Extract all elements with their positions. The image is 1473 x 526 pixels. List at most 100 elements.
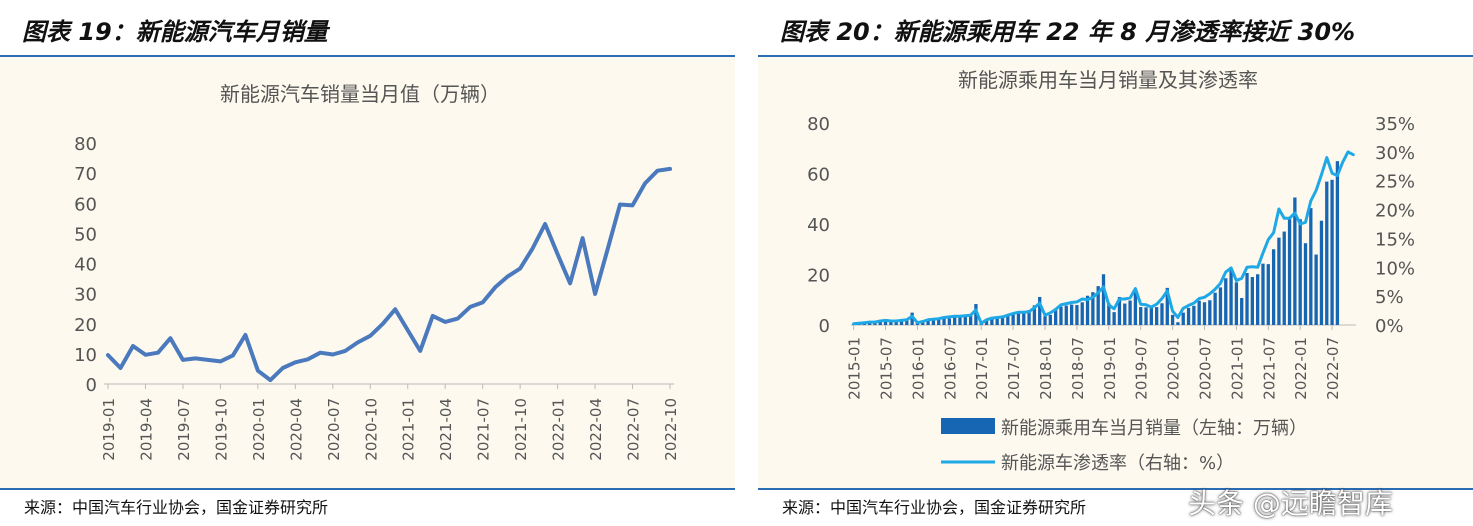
x-tick-label: 2020-04: [287, 398, 305, 461]
x-tick-label: 2020-01: [250, 398, 268, 461]
chart-title: 新能源汽车销量当月值（万辆）: [220, 82, 500, 106]
bottom-rule: [758, 488, 1473, 490]
y2-tick-label: 15%: [1375, 229, 1415, 250]
sales-bar: [1011, 313, 1015, 325]
x-tick-label: 2022-07: [1324, 337, 1342, 400]
legend-label: 新能源车渗透率（右轴：%）: [1001, 453, 1234, 474]
y2-tick-label: 10%: [1375, 258, 1415, 279]
sales-bar: [1048, 314, 1052, 325]
sales-bar: [1054, 309, 1058, 325]
sales-bar: [926, 319, 930, 325]
x-tick-label: 2018-07: [1069, 337, 1087, 400]
sales-bar: [984, 320, 989, 325]
x-tick-label: 2022-07: [625, 398, 643, 461]
y2-tick-label: 5%: [1375, 287, 1404, 308]
sales-bar: [1000, 316, 1005, 325]
sales-bar: [1240, 297, 1244, 325]
x-tick-label: 2019-07: [1133, 337, 1151, 400]
x-tick-label: 2015-07: [878, 337, 896, 400]
y-tick-label: 10: [74, 345, 97, 366]
sales-bar: [1027, 310, 1031, 325]
x-tick-label: 2017-07: [1005, 337, 1023, 400]
sales-bar: [1117, 296, 1122, 325]
sales-bar: [968, 314, 973, 325]
top-rule: [0, 55, 735, 57]
sales-bar: [963, 315, 967, 325]
x-tick-label: 2016-01: [909, 337, 927, 400]
sales-bar: [1107, 303, 1111, 325]
y-tick-label: 60: [807, 165, 830, 186]
top-rule: [758, 55, 1473, 57]
y2-tick-label: 30%: [1375, 143, 1415, 164]
sales-bar: [1271, 249, 1276, 325]
x-tick-label: 2017-01: [973, 337, 991, 400]
line-chart: 新能源汽车销量当月值（万辆） 0 10 20 30 40 50 60 70 80 2019-01 20…: [74, 82, 680, 461]
x-tick-label: 2021-01: [400, 398, 418, 461]
sales-bar: [1287, 218, 1292, 325]
sales-bar: [947, 318, 951, 325]
sales-bar: [995, 317, 999, 325]
sales-bar: [1043, 316, 1047, 325]
sales-bar: [1325, 181, 1329, 325]
x-tick-label: 2022-01: [550, 398, 568, 461]
figure-title: 图表 19：新能源汽车月销量: [22, 18, 328, 46]
y-tick-label: 20: [74, 315, 97, 336]
sales-bar: [1112, 312, 1116, 325]
sales-bar: [1149, 306, 1153, 325]
x-tick-label: 2020-01: [1165, 337, 1183, 400]
y-tick-label: 50: [74, 224, 97, 245]
sales-bar: [958, 316, 962, 325]
sales-bar: [1133, 291, 1138, 325]
x-tick-label: 2020-07: [1197, 337, 1215, 400]
sales-bar: [1155, 307, 1159, 325]
y-tick-label: 0: [819, 316, 830, 337]
sales-bar: [1319, 220, 1324, 325]
y-tick-label: 80: [74, 134, 97, 155]
sales-bar: [1224, 278, 1228, 325]
sales-bar: [1335, 161, 1340, 325]
watermark: 头条 @远瞻智库: [1188, 487, 1393, 520]
sales-bar: [1059, 306, 1063, 325]
sales-bar: [1266, 264, 1270, 325]
x-tick-label: 2021-07: [475, 398, 493, 461]
sales-bar: [1170, 314, 1175, 325]
sales-bar: [889, 321, 893, 325]
sales-bar: [1229, 267, 1233, 325]
sales-bar: [1218, 287, 1223, 325]
sales-bar: [1197, 300, 1201, 325]
x-tick-label: 2019-07: [175, 398, 193, 461]
y-tick-label: 30: [74, 285, 97, 306]
sales-bar: [1069, 304, 1074, 325]
x-tick-label: 2020-10: [362, 398, 380, 461]
sales-bar: [1282, 231, 1286, 325]
x-tick-label: 2019-01: [1101, 337, 1119, 400]
legend-label: 新能源乘用车当月销量（左轴：万辆）: [1001, 418, 1307, 439]
sales-bar: [1075, 305, 1079, 325]
sales-bar: [953, 317, 957, 325]
sales-bar: [1303, 243, 1308, 325]
y-tick-label: 20: [807, 266, 830, 287]
source-note: 来源：中国汽车行业协会，国金证券研究所: [24, 498, 329, 517]
sales-bar: [1250, 277, 1254, 325]
sales-bar: [1128, 300, 1132, 325]
y-tick-label: 40: [807, 215, 830, 236]
x-tick-label: 2018-01: [1037, 337, 1055, 400]
legend-swatch-bar: [941, 418, 995, 434]
sales-bar: [910, 312, 914, 325]
sales-bar: [931, 319, 936, 325]
sales-bar: [1245, 272, 1249, 325]
figure-panel-right: 图表 20：新能源乘用车 22 年 8 月渗透率接近 30% 新能源乘用车当月销…: [758, 0, 1473, 526]
y-tick-label: 80: [807, 114, 830, 135]
sales-bar: [1032, 305, 1037, 325]
sales-bar: [1080, 302, 1084, 325]
sales-bar: [878, 321, 882, 325]
sales-bar: [942, 317, 946, 325]
sales-bar: [1038, 296, 1042, 325]
sales-bar: [905, 318, 909, 325]
sales-bar: [899, 320, 904, 325]
x-tick-label: 2021-04: [437, 398, 455, 461]
y2-tick-label: 25%: [1375, 172, 1415, 193]
x-tick-label: 2016-07: [941, 337, 959, 400]
sales-bar: [1064, 305, 1068, 325]
sales-bar: [1202, 302, 1207, 325]
